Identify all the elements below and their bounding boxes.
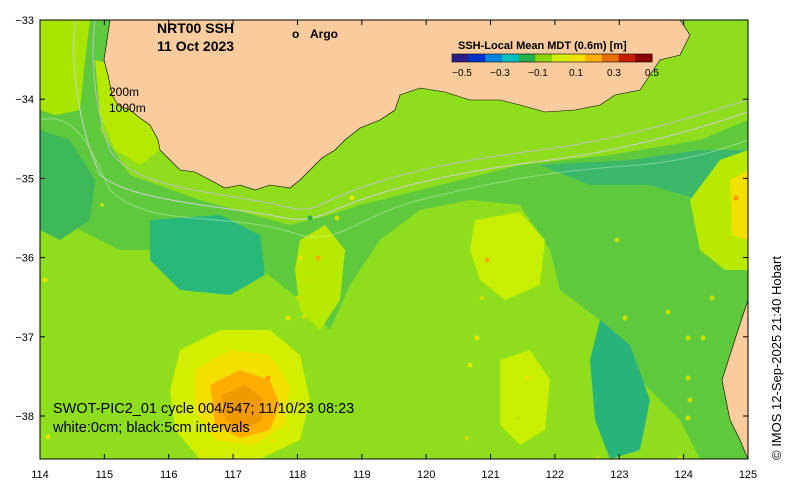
colorbar-tick-label: 0.3: [607, 68, 621, 79]
colorbar-swatch: [468, 54, 486, 62]
land-australia: [103, 20, 691, 191]
field-teal-south: [590, 320, 650, 459]
x-tick-label: 118: [289, 469, 307, 481]
argo-marker-icon: o: [292, 27, 299, 41]
isobath-label-1000m: 1000m: [109, 101, 146, 115]
isobath-label-200m: 200m: [109, 85, 139, 99]
x-tick-label: 114: [31, 469, 49, 481]
colorbar-swatch: [535, 54, 553, 62]
x-tick-label: 115: [96, 469, 114, 481]
land-east-coast: [721, 299, 748, 459]
field-lime-plume: [295, 225, 345, 330]
plot-frame: [39, 19, 749, 460]
colorbar-swatch: [452, 54, 470, 62]
y-tick-label: −36: [15, 253, 34, 265]
title-product: NRT00 SSH: [157, 20, 234, 36]
field-yellow-far-east: [730, 170, 748, 240]
zero-contour: [40, 118, 748, 238]
y-axis: −33 −34 −35 −36 −37 −38: [15, 15, 748, 423]
y-tick-label: −35: [15, 173, 34, 185]
field-teal-west: [40, 130, 95, 240]
colorbar-ticks: −0.5 −0.3 −0.1 0.1 0.3 0.5: [452, 68, 659, 79]
colorbar-swatch: [635, 54, 653, 62]
y-tick-label: −33: [15, 15, 34, 27]
credit-text: © IMOS 12-Sep-2025 21:40 Hobart: [769, 256, 784, 460]
contour-interval-annotation: white:0cm; black:5cm intervals: [52, 420, 250, 436]
x-tick-label: 119: [353, 469, 371, 481]
colorbar-swatches: [452, 54, 653, 62]
x-tick-label: 122: [546, 469, 564, 481]
colorbar-tick-label: −0.1: [528, 68, 548, 79]
y-tick-label: −37: [15, 332, 34, 344]
colorbar-title: SSH-Local Mean MDT (0.6m) [m]: [458, 40, 627, 52]
title-date: 11 Oct 2023: [157, 38, 234, 54]
x-tick-label: 121: [481, 469, 499, 481]
colorbar: SSH-Local Mean MDT (0.6m) [m] −0.5 −0.3 −0…: [451, 40, 659, 79]
colorbar-swatch: [618, 54, 636, 62]
sample-points: [42, 179, 739, 459]
field-lime-nw: [40, 20, 90, 115]
x-tick-label: 124: [674, 469, 692, 481]
colorbar-tick-label: −0.5: [452, 68, 472, 79]
y-tick-label: −38: [15, 411, 34, 423]
colorbar-tick-label: −0.3: [490, 68, 510, 79]
colorbar-swatch: [602, 54, 620, 62]
swot-pass-annotation: SWOT-PIC2_01 cycle 004/547; 11/10/23 08:…: [53, 401, 354, 417]
colorbar-swatch: [502, 54, 520, 62]
argo-legend-label: Argo: [310, 27, 338, 41]
isobath-1000m: [73, 20, 748, 220]
map-field: [40, 20, 748, 459]
x-axis: 114 115 116 117 118 119 120 121 122 123 124 125: [31, 20, 757, 481]
field-lime-south: [500, 350, 550, 445]
field-teal-center: [150, 215, 265, 295]
field-teal-east: [540, 150, 748, 200]
colorbar-swatch: [485, 54, 503, 62]
colorbar-swatch: [585, 54, 603, 62]
colorbar-tick-label: 0.5: [645, 68, 659, 79]
x-tick-label: 125: [739, 469, 757, 481]
colorbar-tick-label: 0.1: [569, 68, 583, 79]
x-tick-label: 116: [160, 469, 178, 481]
colorbar-swatch: [568, 54, 586, 62]
colorbar-swatch: [552, 54, 570, 62]
colorbar-frame: [451, 53, 653, 63]
field-lime-east-eddy: [470, 212, 545, 300]
isobath-200m: [92, 20, 748, 210]
x-tick-label: 123: [610, 469, 628, 481]
x-tick-label: 120: [417, 469, 435, 481]
y-tick-label: −34: [15, 94, 34, 106]
x-tick-label: 117: [224, 469, 242, 481]
warm-eddy-core: [222, 385, 262, 430]
colorbar-swatch: [518, 54, 536, 62]
